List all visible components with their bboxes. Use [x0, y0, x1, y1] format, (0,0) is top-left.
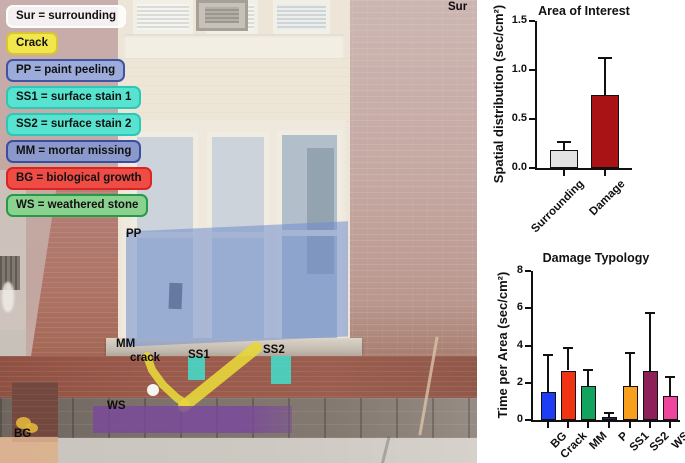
label-ss2: SS2	[263, 344, 285, 356]
ac-vent	[205, 7, 239, 23]
label-crack: crack	[130, 352, 161, 364]
crack-annotation	[143, 342, 262, 412]
window-sill-band	[124, 34, 344, 58]
paint-peeling-overlay	[126, 221, 348, 347]
facade-photo: Sur PP MM crack SS1 SS2 WS BG	[0, 0, 477, 463]
legend-item: Crack	[6, 32, 58, 55]
weathered-stone-overlay	[93, 406, 292, 433]
chart-panel	[477, 0, 685, 463]
label-mm: MM	[116, 338, 136, 350]
biological-growth-mark	[25, 423, 38, 433]
legend-item: BG = biological growth	[6, 167, 152, 190]
air-conditioner	[196, 0, 248, 31]
sidewalk	[0, 438, 477, 463]
label-ws: WS	[107, 400, 126, 412]
surface-stain-2-mark	[271, 356, 291, 384]
upper-window-3	[273, 0, 330, 34]
legend-item: SS1 = surface stain 1	[6, 86, 142, 109]
upper-window-1	[133, 0, 193, 34]
surface-stain-1-mark	[188, 356, 205, 380]
white-pipe-cap	[147, 384, 159, 396]
legend-item: MM = mortar missing	[6, 140, 142, 163]
legend-item: SS2 = surface stain 2	[6, 113, 142, 136]
legend-item: Sur = surrounding	[6, 5, 126, 28]
label-bg: BG	[14, 428, 32, 440]
legend-item: WS = weathered stone	[6, 194, 149, 217]
background-grate	[0, 256, 20, 290]
legend: Sur = surrounding Crack PP = paint peeling…	[6, 5, 152, 221]
tan-sidewalk-corner	[0, 437, 58, 463]
legend-item: PP = paint peeling	[6, 59, 126, 82]
label-pp: PP	[126, 228, 142, 240]
cream-wall-band	[118, 58, 350, 124]
label-ss1: SS1	[188, 349, 210, 361]
label-sur: Sur	[448, 1, 468, 13]
background-figure	[2, 282, 14, 312]
